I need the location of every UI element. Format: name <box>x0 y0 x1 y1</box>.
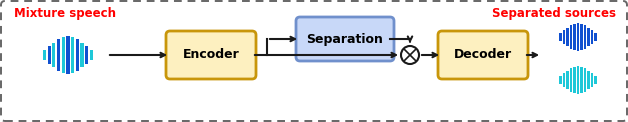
Bar <box>591 73 593 87</box>
Bar <box>580 67 583 93</box>
Bar <box>90 50 93 60</box>
FancyBboxPatch shape <box>166 31 256 79</box>
Bar <box>566 28 568 46</box>
Bar <box>577 66 579 94</box>
Bar <box>584 68 587 92</box>
Bar <box>563 30 565 44</box>
Bar <box>573 67 576 93</box>
Bar <box>595 33 597 41</box>
Bar <box>577 23 579 51</box>
Text: Separated sources: Separated sources <box>492 7 616 20</box>
Bar <box>62 37 65 73</box>
Bar <box>85 46 89 64</box>
Bar <box>559 33 561 41</box>
Bar <box>563 73 565 87</box>
Bar <box>595 76 597 84</box>
Bar <box>584 25 587 49</box>
Bar <box>559 76 561 84</box>
Bar <box>587 71 590 89</box>
Bar <box>52 43 55 67</box>
FancyBboxPatch shape <box>296 17 394 61</box>
Bar <box>566 71 568 89</box>
Bar <box>57 39 60 71</box>
Bar <box>48 46 51 64</box>
Circle shape <box>401 46 419 64</box>
Text: Decoder: Decoder <box>454 49 512 61</box>
Bar <box>570 68 572 92</box>
Bar <box>76 39 79 71</box>
Bar <box>67 36 70 74</box>
Text: Encoder: Encoder <box>183 49 239 61</box>
Bar <box>570 25 572 49</box>
Bar <box>573 24 576 50</box>
Bar <box>43 50 46 60</box>
Bar <box>591 30 593 44</box>
FancyBboxPatch shape <box>438 31 528 79</box>
Bar <box>71 37 74 73</box>
Text: Mixture speech: Mixture speech <box>14 7 116 20</box>
Bar <box>80 43 84 67</box>
Text: Separation: Separation <box>306 32 384 46</box>
Bar <box>587 28 590 46</box>
Bar <box>580 24 583 50</box>
